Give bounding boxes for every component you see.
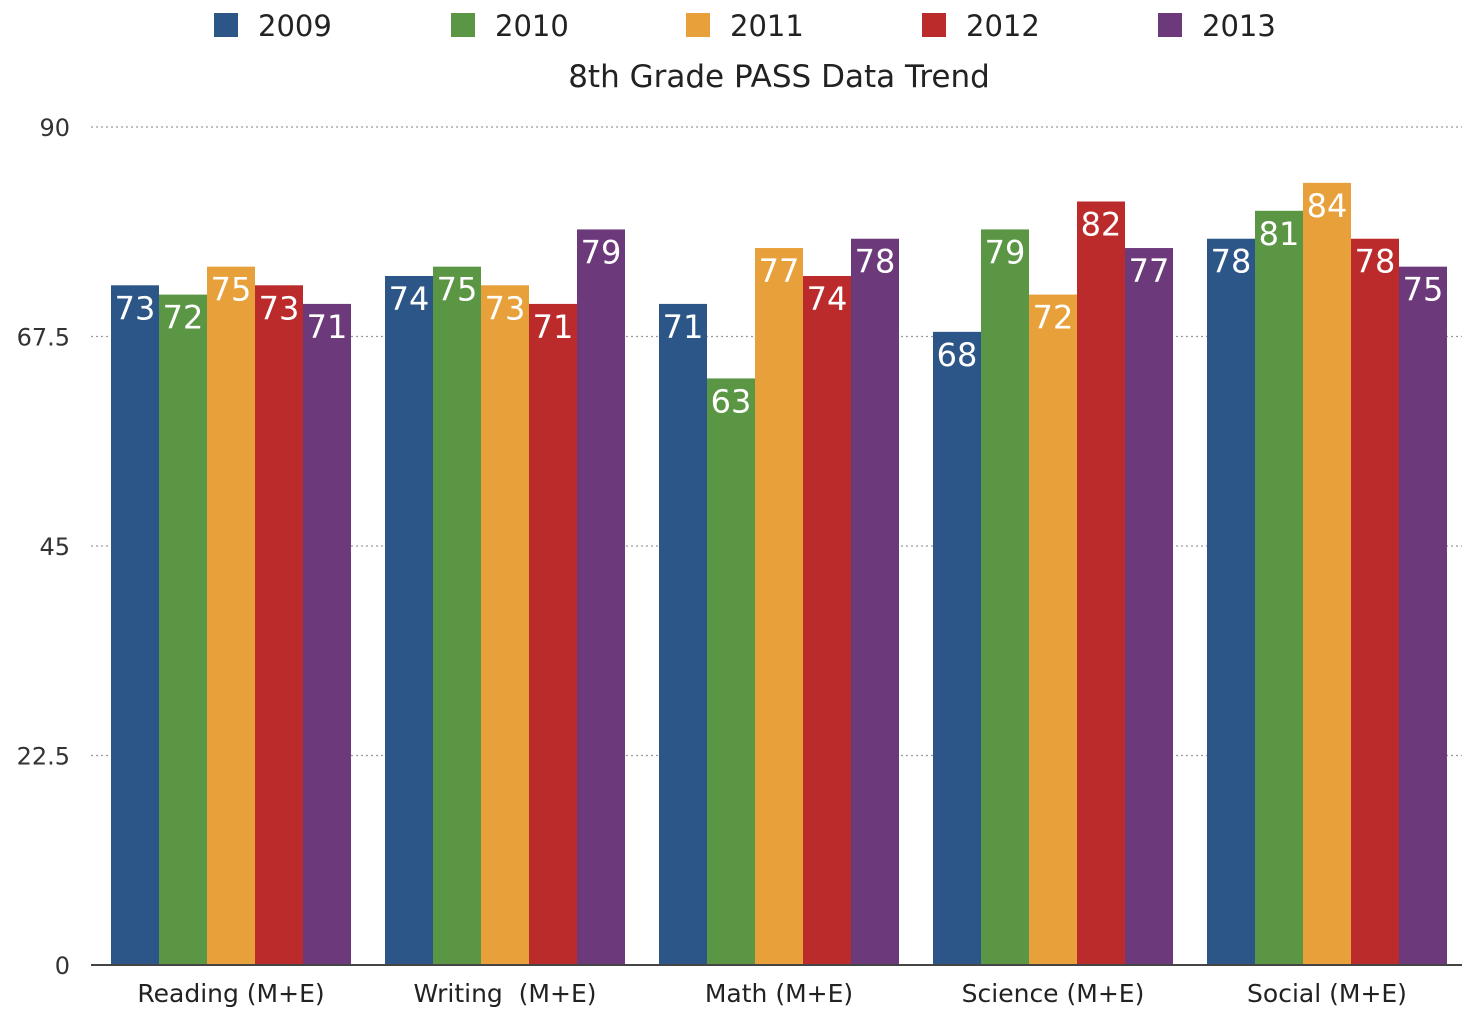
- data-label: 78: [855, 243, 896, 281]
- data-label: 77: [759, 252, 800, 290]
- legend-swatch-2009: [214, 13, 238, 37]
- legend-label-2009: 2009: [258, 9, 332, 43]
- bar-2009-0: [111, 285, 159, 965]
- y-tick-label: 45: [39, 533, 70, 561]
- bars: [111, 182, 1447, 966]
- bar-2013-3: [1125, 248, 1173, 966]
- data-label: 68: [937, 336, 978, 374]
- legend-swatch-2010: [451, 13, 475, 37]
- bar-2009-3: [933, 331, 981, 965]
- y-tick-label: 67.5: [17, 324, 70, 352]
- bar-2012-1: [529, 303, 577, 965]
- legend-label-2013: 2013: [1202, 9, 1276, 43]
- data-label: 81: [1259, 215, 1300, 253]
- bar-2009-1: [385, 275, 433, 965]
- bar-2012-0: [255, 285, 303, 965]
- x-tick-label: Reading (M+E): [137, 979, 324, 1008]
- bar-2010-0: [159, 294, 207, 966]
- bar-2011-0: [207, 266, 255, 966]
- data-label: 72: [1033, 299, 1074, 337]
- chart-title: 8th Grade PASS Data Trend: [568, 59, 990, 95]
- legend: 2009 2010 2011 2012 2013: [214, 9, 1276, 43]
- data-label: 72: [163, 299, 204, 337]
- y-tick-label: 90: [39, 114, 70, 142]
- legend-swatch-2011: [686, 13, 710, 37]
- legend-swatch-2013: [1158, 13, 1182, 37]
- bar-2013-2: [851, 238, 899, 965]
- data-label: 84: [1307, 187, 1348, 225]
- data-label: 73: [485, 289, 526, 327]
- bar-2013-0: [303, 303, 351, 965]
- bar-2009-2: [659, 303, 707, 965]
- data-label: 79: [581, 233, 622, 271]
- bar-2012-3: [1077, 201, 1125, 965]
- bar-2013-4: [1399, 266, 1447, 966]
- x-tick-label: Science (M+E): [962, 979, 1145, 1008]
- bar-2009-4: [1207, 238, 1255, 965]
- data-label: 75: [211, 271, 252, 309]
- y-axis-ticks: 0 22.5 45 67.5 90: [17, 114, 70, 980]
- y-tick-label: 0: [55, 952, 70, 980]
- category-labels: Reading (M+E) Writing (M+E) Math (M+E) Scie…: [137, 979, 1407, 1008]
- data-label: 74: [807, 280, 848, 318]
- data-label: 82: [1081, 205, 1122, 243]
- bar-2010-3: [981, 229, 1029, 965]
- legend-label-2011: 2011: [730, 9, 804, 43]
- data-label: 75: [437, 271, 478, 309]
- data-label: 73: [259, 289, 300, 327]
- data-label: 79: [985, 233, 1026, 271]
- bar-2010-2: [707, 378, 755, 965]
- data-label: 75: [1403, 271, 1444, 309]
- bar-2010-1: [433, 266, 481, 966]
- bar-2011-1: [481, 285, 529, 965]
- bar-2012-4: [1351, 238, 1399, 965]
- data-label: 71: [663, 308, 704, 346]
- data-label: 71: [307, 308, 348, 346]
- bar-2011-4: [1303, 182, 1351, 965]
- data-label: 74: [389, 280, 430, 318]
- data-label: 63: [711, 382, 752, 420]
- x-tick-label: Social (M+E): [1247, 979, 1407, 1008]
- data-label: 71: [533, 308, 574, 346]
- x-tick-label: Math (M+E): [705, 979, 853, 1008]
- data-label: 77: [1129, 252, 1170, 290]
- data-label: 73: [115, 289, 156, 327]
- bar-2010-4: [1255, 210, 1303, 966]
- legend-label-2010: 2010: [495, 9, 569, 43]
- bar-2012-2: [803, 275, 851, 965]
- y-tick-label: 22.5: [17, 743, 70, 771]
- bar-2011-2: [755, 248, 803, 966]
- legend-swatch-2012: [922, 13, 946, 37]
- legend-label-2012: 2012: [966, 9, 1040, 43]
- x-tick-label: Writing (M+E): [414, 979, 597, 1008]
- bar-2011-3: [1029, 294, 1077, 966]
- bar-2013-1: [577, 229, 625, 965]
- data-label: 78: [1211, 243, 1252, 281]
- data-label: 78: [1355, 243, 1396, 281]
